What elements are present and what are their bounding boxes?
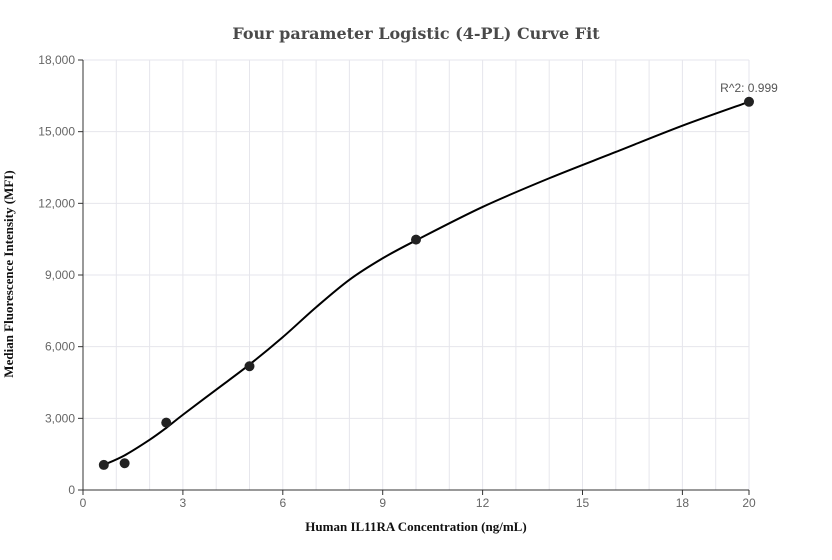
data-point [161, 417, 172, 428]
x-tick-label: 15 [576, 496, 590, 510]
x-tick-label: 0 [80, 496, 87, 510]
y-tick-label: 0 [68, 483, 75, 497]
y-axis-label: Median Fluorescence Intensity (MFI) [1, 170, 16, 377]
y-tick-label: 6,000 [45, 340, 75, 354]
fit-curve [103, 100, 750, 466]
x-tick-label: 9 [379, 496, 386, 510]
x-tick-label: 6 [279, 496, 286, 510]
data-point [744, 96, 754, 107]
y-axis-ticks: 0 3,000 6,000 9,000 12,000 15,000 18,000 [38, 53, 83, 497]
r-squared-annotation: R^2: 0.999 [720, 81, 778, 95]
x-axis-ticks: 0 3 6 9 12 15 18 20 [80, 490, 756, 510]
chart-grid [83, 59, 750, 490]
x-tick-label: 20 [742, 496, 756, 510]
x-axis-label: Human IL11RA Concentration (ng/mL) [305, 519, 526, 534]
y-tick-label: 15,000 [38, 125, 75, 139]
data-point [98, 459, 109, 470]
y-tick-label: 9,000 [45, 268, 75, 282]
y-tick-label: 12,000 [38, 196, 75, 210]
y-tick-label: 18,000 [38, 53, 75, 67]
data-point [119, 458, 130, 469]
data-point [411, 234, 421, 245]
data-points [98, 96, 754, 470]
y-tick-label: 3,000 [45, 411, 75, 425]
x-tick-label: 3 [180, 496, 187, 510]
data-point [244, 361, 255, 372]
chart-title: Four parameter Logistic (4-PL) Curve Fit [232, 24, 600, 43]
x-tick-label: 18 [676, 496, 690, 510]
x-tick-label: 12 [476, 496, 490, 510]
